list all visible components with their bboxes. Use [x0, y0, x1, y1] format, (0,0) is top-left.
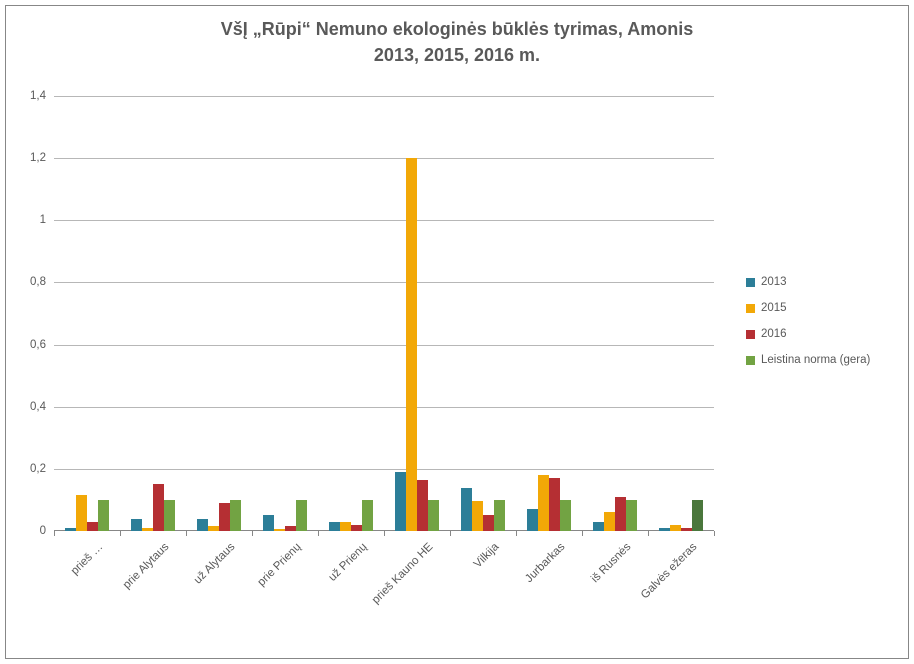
bar — [483, 515, 494, 531]
bar — [296, 500, 307, 531]
legend-item: 2013 — [746, 276, 870, 288]
bar — [98, 500, 109, 531]
bar-group: už Prienų — [318, 96, 384, 531]
legend-swatch — [746, 356, 755, 365]
y-axis-label: 0,2 — [30, 463, 54, 475]
x-axis-label: Galvės ežeras — [629, 531, 699, 601]
x-tick-row — [54, 531, 714, 536]
chart-title: VšĮ „Rūpi“ Nemuno ekologinės būklės tyri… — [6, 16, 908, 68]
legend-swatch — [746, 278, 755, 287]
legend-item: 2015 — [746, 302, 870, 314]
y-axis-label: 1,2 — [30, 152, 54, 164]
bar — [263, 515, 274, 531]
y-axis-label: 1 — [40, 214, 54, 226]
bar-group: prieš Kauno HE — [384, 96, 450, 531]
bar — [76, 495, 87, 531]
bar — [494, 500, 505, 531]
bar — [197, 519, 208, 531]
bar — [417, 480, 428, 531]
legend: 2013 2015 2016 Leistina norma (gera) — [746, 276, 870, 380]
bar — [329, 522, 340, 531]
chart-title-line2: 2013, 2015, 2016 m. — [374, 45, 540, 65]
bar — [461, 488, 472, 532]
bar — [428, 500, 439, 531]
bar — [164, 500, 175, 531]
y-axis-label: 0,8 — [30, 276, 54, 288]
y-axis-label: 0 — [40, 525, 54, 537]
legend-swatch — [746, 330, 755, 339]
x-axis-label: Jurbarkas — [513, 531, 567, 585]
bar — [153, 484, 164, 531]
legend-label: Leistina norma (gera) — [761, 354, 870, 366]
legend-item: Leistina norma (gera) — [746, 354, 870, 366]
x-axis-label: iš Rusnės — [579, 531, 633, 585]
bar — [560, 500, 571, 531]
legend-label: 2013 — [761, 276, 787, 288]
legend-item: 2016 — [746, 328, 870, 340]
bar — [593, 522, 604, 531]
bar — [527, 509, 538, 531]
legend-label: 2015 — [761, 302, 787, 314]
x-axis-label: prie Prienų — [246, 531, 304, 589]
bar — [604, 512, 615, 531]
bar — [340, 522, 351, 531]
bar — [230, 500, 241, 531]
plot-area: 00,20,40,60,811,21,4prieš …prie Alytausu… — [54, 96, 714, 531]
bar-group: už Alytaus — [186, 96, 252, 531]
bar — [219, 503, 230, 531]
bar — [87, 522, 98, 531]
legend-label: 2016 — [761, 328, 787, 340]
chart-frame: VšĮ „Rūpi“ Nemuno ekologinės būklės tyri… — [5, 5, 909, 659]
chart-title-line1: VšĮ „Rūpi“ Nemuno ekologinės būklės tyri… — [221, 19, 693, 39]
legend-swatch — [746, 304, 755, 313]
bar — [131, 519, 142, 531]
bar — [472, 501, 483, 531]
bar-group: Vilkija — [450, 96, 516, 531]
x-axis-label: prieš Kauno HE — [360, 531, 435, 606]
bar-group: Jurbarkas — [516, 96, 582, 531]
y-axis-label: 1,4 — [30, 90, 54, 102]
bar — [406, 158, 417, 531]
bar-group: prie Alytaus — [120, 96, 186, 531]
bar — [395, 472, 406, 531]
bar — [692, 500, 703, 531]
bar-group: prieš … — [54, 96, 120, 531]
bar — [615, 497, 626, 531]
bar — [626, 500, 637, 531]
bar — [362, 500, 373, 531]
y-axis-label: 0,4 — [30, 401, 54, 413]
bar — [549, 478, 560, 531]
bar — [538, 475, 549, 531]
x-axis-label: prieš … — [59, 531, 105, 577]
x-axis-label: Vilkija — [462, 531, 501, 570]
bar-group: Galvės ežeras — [648, 96, 714, 531]
x-axis-label: už Prienų — [317, 531, 370, 584]
bar-group: iš Rusnės — [582, 96, 648, 531]
y-axis-label: 0,6 — [30, 339, 54, 351]
x-axis-label: prie Alytaus — [111, 531, 171, 591]
x-axis-label: už Alytaus — [182, 531, 237, 586]
bar-group: prie Prienų — [252, 96, 318, 531]
